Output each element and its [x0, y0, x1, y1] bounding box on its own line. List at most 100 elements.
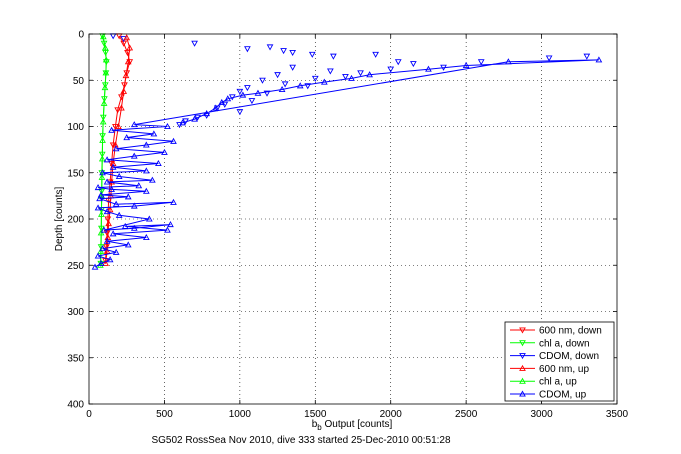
data-point	[94, 184, 102, 191]
data-point	[130, 152, 138, 159]
data-point	[124, 58, 132, 65]
x-tick-label: 1500	[304, 409, 327, 420]
legend-marker	[519, 353, 526, 360]
data-point	[109, 163, 117, 170]
y-tick-label: 200	[67, 215, 84, 226]
data-point	[462, 61, 470, 68]
data-point	[103, 237, 111, 244]
data-point	[170, 137, 177, 144]
data-point	[263, 90, 271, 97]
y-tick-label: 100	[67, 122, 84, 133]
data-point	[296, 82, 304, 89]
data-point	[170, 198, 177, 205]
data-point	[330, 53, 337, 60]
data-point	[91, 263, 99, 270]
y-axis-title: Depth [counts]	[54, 187, 65, 252]
data-point	[103, 156, 111, 163]
data-point	[308, 51, 316, 58]
data-point	[101, 84, 109, 91]
data-point	[130, 121, 138, 128]
data-point	[150, 130, 158, 137]
y-tick-label: 400	[67, 400, 84, 411]
data-point	[477, 59, 485, 66]
data-point	[126, 44, 134, 51]
data-point	[281, 81, 289, 88]
data-point	[109, 142, 117, 149]
data-point	[348, 74, 355, 81]
data-point	[595, 56, 603, 63]
data-point	[98, 155, 106, 162]
data-point	[304, 83, 312, 90]
x-tick-label: 0	[86, 409, 92, 420]
series-line-600-nm-up	[105, 37, 131, 264]
data-point	[106, 206, 114, 213]
data-point	[142, 187, 150, 194]
data-point	[236, 109, 244, 116]
data-point	[115, 172, 123, 179]
data-point	[164, 122, 171, 130]
data-point	[239, 91, 247, 98]
y-tick-label: 250	[67, 261, 84, 272]
data-point	[274, 72, 281, 79]
data-point	[112, 145, 120, 152]
data-point	[191, 115, 198, 122]
data-point	[311, 75, 319, 82]
data-point	[101, 44, 109, 51]
legend-marker	[519, 327, 526, 334]
x-tick-label: 1000	[229, 409, 252, 420]
legend-marker	[519, 340, 526, 347]
data-point	[120, 87, 128, 94]
data-point	[102, 259, 109, 266]
data-point	[99, 169, 106, 176]
data-point	[254, 89, 262, 96]
legend-label: 600 nm, up	[539, 364, 589, 375]
y-tick-label: 350	[67, 353, 84, 364]
data-point	[342, 74, 349, 81]
data-point	[212, 104, 220, 111]
legend-marker	[519, 377, 526, 384]
x-axis-title-main: b	[312, 419, 318, 430]
data-point	[97, 259, 105, 266]
data-point	[130, 224, 138, 231]
data-point	[387, 66, 395, 73]
data-point	[203, 110, 211, 117]
data-point	[112, 200, 120, 207]
data-point	[164, 226, 171, 233]
data-point	[122, 72, 130, 79]
data-point	[289, 49, 297, 57]
series-line-chl-a-up	[99, 36, 107, 266]
data-point	[409, 61, 417, 68]
series-cdom-up	[91, 56, 603, 270]
data-point	[142, 141, 150, 148]
data-point	[106, 256, 114, 263]
series-chl-a-up	[96, 33, 110, 268]
x-tick-label: 2000	[380, 409, 403, 420]
data-point	[224, 95, 232, 102]
data-point	[142, 233, 150, 241]
x-tick-label: 2500	[455, 409, 478, 420]
data-point	[505, 58, 512, 65]
x-tick-label: 3000	[530, 409, 553, 420]
data-point	[124, 193, 132, 200]
data-point	[191, 40, 198, 47]
x-axis-title: bb Output [counts]	[312, 419, 393, 432]
data-point	[394, 59, 402, 66]
data-point	[425, 65, 432, 72]
data-point	[115, 122, 122, 130]
data-point	[123, 34, 131, 41]
legend-label: CDOM, down	[539, 351, 599, 362]
data-point	[123, 134, 131, 141]
data-point	[236, 88, 244, 95]
data-point	[103, 178, 111, 185]
data-point	[278, 85, 286, 93]
legend-box	[504, 321, 615, 402]
y-tick-label: 300	[67, 307, 84, 318]
data-point	[96, 195, 103, 202]
data-point	[112, 248, 120, 255]
x-axis-title-subscript: b	[317, 423, 322, 432]
data-point	[583, 53, 591, 60]
data-point	[320, 78, 328, 85]
data-point	[98, 173, 106, 180]
x-axis-title-rest: Output [counts]	[322, 419, 393, 430]
